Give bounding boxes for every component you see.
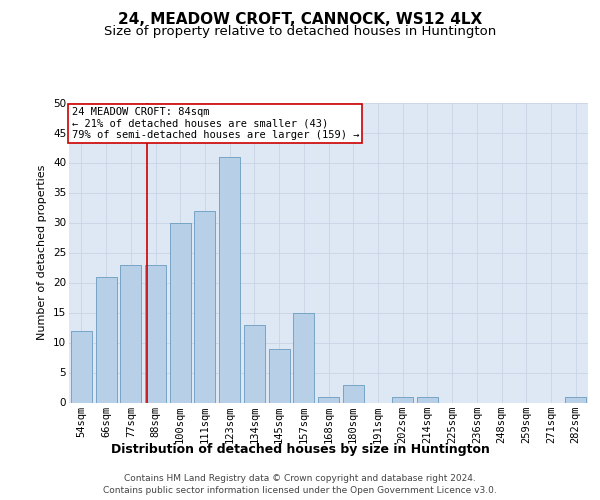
Bar (219, 156, 240, 402)
Text: Distribution of detached houses by size in Huntington: Distribution of detached houses by size … (110, 442, 490, 456)
Bar (95, 276, 116, 402)
Text: 24, MEADOW CROFT, CANNOCK, WS12 4LX: 24, MEADOW CROFT, CANNOCK, WS12 4LX (118, 12, 482, 28)
Bar (71, 330, 92, 402)
Bar (417, 396, 438, 402)
Bar (244, 324, 265, 402)
Text: 24 MEADOW CROFT: 84sqm
← 21% of detached houses are smaller (43)
79% of semi-det: 24 MEADOW CROFT: 84sqm ← 21% of detached… (71, 107, 359, 140)
Bar (194, 210, 215, 402)
Text: Size of property relative to detached houses in Huntington: Size of property relative to detached ho… (104, 25, 496, 38)
Bar (170, 222, 191, 402)
Y-axis label: Number of detached properties: Number of detached properties (37, 165, 47, 340)
Text: Contains HM Land Registry data © Crown copyright and database right 2024.
Contai: Contains HM Land Registry data © Crown c… (103, 474, 497, 495)
Bar (318, 396, 339, 402)
Bar (293, 312, 314, 402)
Bar (565, 396, 586, 402)
Bar (392, 396, 413, 402)
Bar (120, 264, 141, 402)
Bar (145, 264, 166, 402)
Bar (269, 348, 290, 403)
Bar (343, 384, 364, 402)
